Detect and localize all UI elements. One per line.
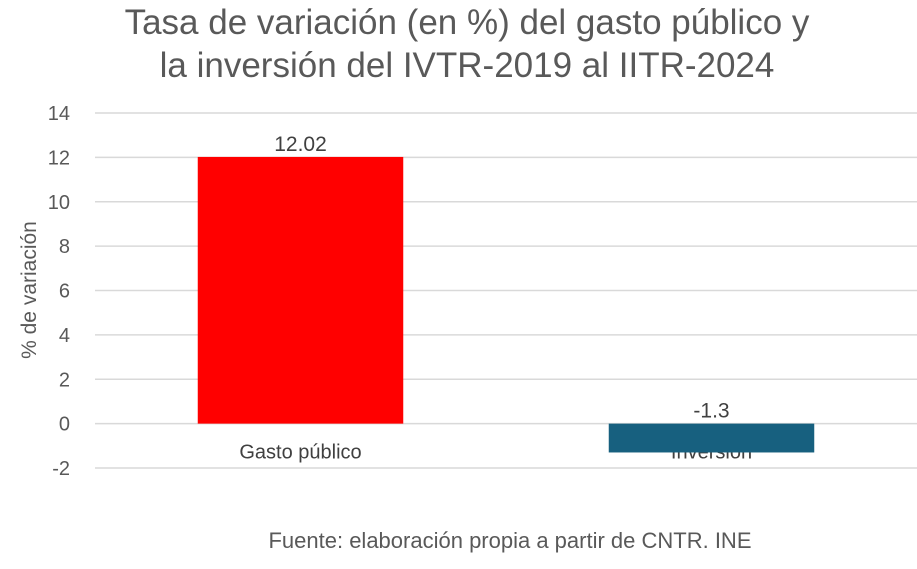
source-note: Fuente: elaboración propia a partir de C… xyxy=(268,528,751,553)
y-tick-label: 10 xyxy=(48,192,70,214)
y-tick-label: 8 xyxy=(59,236,70,258)
y-tick-label: 14 xyxy=(48,103,70,125)
bars xyxy=(197,156,815,453)
y-axis-label: % de variación xyxy=(18,221,41,359)
y-tick-label: 6 xyxy=(59,281,70,303)
data-label: 12.02 xyxy=(274,133,327,156)
chart-title-line-1: Tasa de variación (en %) del gasto públi… xyxy=(125,3,810,42)
y-tick-label: 0 xyxy=(59,414,70,436)
y-tick-label: 12 xyxy=(48,147,70,169)
bar xyxy=(197,156,404,424)
category-label: Gasto público xyxy=(239,442,361,464)
data-label: -1.3 xyxy=(693,400,729,423)
y-axis-ticks: -2 0 2 4 6 8 10 12 14 xyxy=(48,103,70,480)
y-tick-label: 2 xyxy=(59,369,70,391)
bar xyxy=(608,423,815,453)
y-tick-label: 4 xyxy=(59,325,70,347)
chart-title-line-2: la inversión del IVTR-2019 al IITR-2024 xyxy=(160,46,775,85)
y-tick-label: -2 xyxy=(52,458,70,480)
data-labels: 12.02 -1.3 xyxy=(274,133,729,423)
